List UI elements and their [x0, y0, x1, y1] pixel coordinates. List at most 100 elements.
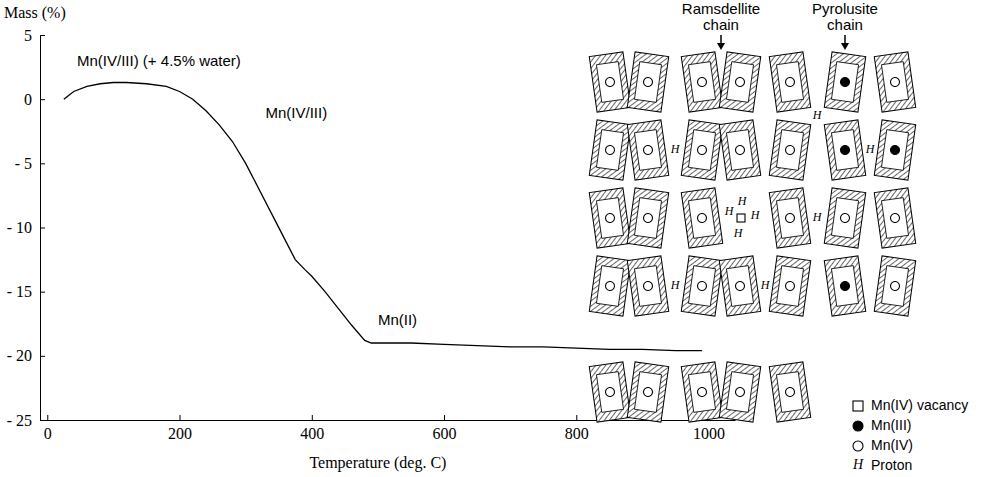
octahedron-frame — [681, 256, 722, 316]
x-tick-mark — [180, 415, 181, 420]
key-symbol — [853, 421, 863, 431]
x-tick-label: 400 — [300, 425, 324, 442]
octahedron-core — [881, 130, 908, 171]
mn4-site — [697, 281, 707, 291]
mn4-site — [697, 213, 707, 223]
y-tick: - 10 — [7, 219, 45, 236]
x-tick: 800 — [565, 415, 589, 442]
key-symbol: H — [852, 457, 864, 472]
x-tick: 400 — [300, 415, 324, 442]
x-tick-label: 1000 — [693, 425, 725, 442]
mn4-site — [605, 281, 615, 291]
mn4-site — [605, 387, 615, 397]
octahedron-core — [596, 198, 623, 239]
mn3-site — [840, 77, 850, 87]
mn4-site — [643, 77, 653, 87]
octahedron-frame — [589, 256, 630, 316]
octahedron-core — [726, 62, 753, 103]
y-tick: 5 — [24, 27, 45, 44]
octahedron — [824, 188, 865, 248]
octahedron — [874, 256, 915, 316]
octahedron-frame — [824, 120, 865, 180]
octahedron-frame — [589, 120, 630, 180]
annotation: Mn(IV/III) (+ 4.5% water) — [77, 52, 241, 69]
y-axis-title: Mass (%) — [4, 4, 66, 22]
mn4-site — [785, 387, 795, 397]
octahedron-core — [881, 198, 908, 239]
octahedron-core — [596, 266, 623, 307]
octahedron-frame — [874, 120, 915, 180]
key-label: Mn(IV) — [871, 437, 913, 453]
octahedron-core — [634, 372, 661, 413]
y-tick: 0 — [24, 91, 45, 108]
mn4-site — [735, 281, 745, 291]
octahedron — [769, 120, 810, 180]
octahedron — [681, 52, 722, 112]
mn4-site — [785, 77, 795, 87]
octahedron-frame — [874, 188, 915, 248]
mn4-site — [735, 77, 745, 87]
octahedron — [769, 52, 810, 112]
octahedron-core — [634, 62, 661, 103]
octahedron-frame — [719, 52, 760, 112]
mn4-site — [697, 77, 707, 87]
octahedron-frame — [769, 52, 810, 112]
octahedron — [589, 52, 630, 112]
octahedron — [719, 52, 760, 112]
octahedron — [589, 188, 630, 248]
octahedron-core — [634, 198, 661, 239]
key-label: Mn(III) — [871, 417, 911, 433]
x-tick-label: 200 — [168, 425, 192, 442]
octahedron — [719, 120, 760, 180]
mn4-site — [643, 281, 653, 291]
mn4-site — [735, 145, 745, 155]
key-symbol — [853, 401, 863, 411]
octahedron-core — [596, 62, 623, 103]
octahedron — [719, 256, 760, 316]
y-tick-mark — [40, 35, 45, 36]
octahedron-frame — [824, 188, 865, 248]
octahedron-core — [881, 62, 908, 103]
mn4-site — [643, 145, 653, 155]
y-tick-mark — [40, 228, 45, 229]
y-tick-mark — [40, 356, 45, 357]
chain-label: Ramsdellitechain — [682, 0, 760, 33]
y-tick: - 20 — [7, 347, 45, 364]
mn4-site — [605, 77, 615, 87]
mn4-site — [643, 213, 653, 223]
octahedron — [627, 52, 668, 112]
x-tick: 200 — [168, 415, 192, 442]
y-tick-label: - 15 — [7, 283, 32, 300]
octahedron-core — [831, 62, 858, 103]
proton: H — [737, 194, 748, 208]
mn4-site — [735, 387, 745, 397]
octahedron — [627, 120, 668, 180]
y-tick-mark — [40, 292, 45, 293]
x-tick-label: 0 — [44, 425, 52, 442]
octahedron — [589, 120, 630, 180]
key-symbol — [853, 441, 863, 451]
octahedron-frame — [627, 120, 668, 180]
octahedron-frame — [627, 256, 668, 316]
octahedron-frame — [627, 188, 668, 248]
octahedron-frame — [627, 362, 668, 422]
octahedron-frame — [681, 52, 722, 112]
structure-diagram: HHHHHHHHHHRamsdellitechainPyrolusitechai… — [589, 0, 915, 422]
octahedron — [589, 362, 630, 422]
proton: H — [865, 142, 876, 156]
octahedron — [627, 362, 668, 422]
diagram-key: Mn(IV) vacancyMn(III)Mn(IV)HProton — [852, 397, 968, 473]
octahedron-frame — [681, 188, 722, 248]
octahedron-frame — [769, 362, 810, 422]
octahedron-core — [776, 198, 803, 239]
octahedron — [681, 362, 722, 422]
octahedron-frame — [719, 362, 760, 422]
octahedron — [719, 362, 760, 422]
octahedron-core — [726, 266, 753, 307]
mn4-site — [697, 145, 707, 155]
vacancy-site — [737, 214, 745, 222]
mn4-site — [890, 281, 900, 291]
mn4-site — [785, 145, 795, 155]
mn4-site — [785, 213, 795, 223]
chain-arrow-head — [717, 43, 725, 50]
